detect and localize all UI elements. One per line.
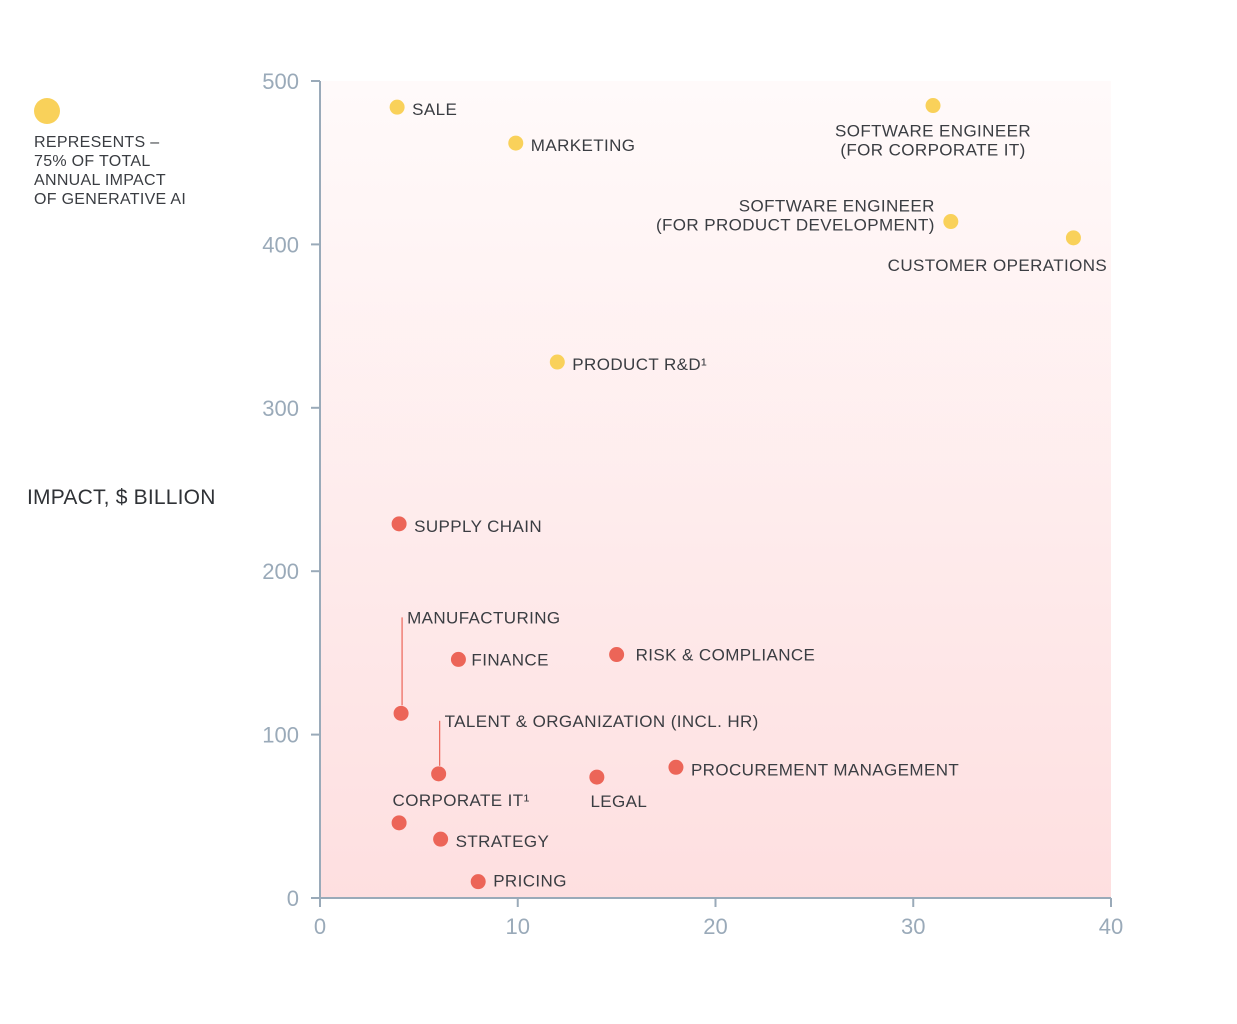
legend-text: REPRESENTS – 75% OF TOTAL ANNUAL IMPACT … (34, 134, 187, 208)
data-point (925, 98, 941, 114)
data-point-label: SOFTWARE ENGINEER (FOR PRODUCT DEVELOPMEN… (656, 197, 935, 235)
data-point (389, 99, 405, 115)
data-point (589, 769, 605, 785)
data-point-label: CORPORATE IT¹ (393, 791, 530, 810)
data-point-label: LEGAL (590, 792, 647, 811)
data-point (393, 705, 409, 721)
data-point (508, 135, 524, 151)
data-point-label: FINANCE (471, 650, 548, 669)
data-point-label: PROCUREMENT MANAGEMENT (691, 760, 959, 779)
y-tick-label: 400 (262, 232, 299, 257)
data-point-label: TALENT & ORGANIZATION (INCL. HR) (445, 712, 759, 731)
data-point (943, 214, 959, 230)
y-tick-label: 100 (262, 723, 299, 748)
data-point (391, 516, 407, 532)
data-point-label: SUPPLY CHAIN (414, 517, 542, 536)
x-tick-label: 0 (314, 914, 326, 939)
data-point-label: PRICING (493, 872, 567, 891)
data-point-label: CUSTOMER OPERATIONS (888, 256, 1108, 275)
y-axis-label: IMPACT, $ BILLION (27, 486, 216, 509)
data-point (431, 766, 447, 782)
x-tick-label: 20 (703, 914, 727, 939)
x-tick-label: 40 (1099, 914, 1123, 939)
data-point (470, 874, 486, 890)
data-point-label: MARKETING (531, 136, 636, 155)
data-point-label: SOFTWARE ENGINEER (FOR CORPORATE IT) (835, 122, 1031, 160)
data-point (450, 651, 466, 667)
y-tick-label: 0 (287, 886, 299, 911)
data-point-label: SALE (412, 100, 457, 119)
data-point-label: PRODUCT R&D¹ (572, 355, 707, 374)
data-point (433, 831, 449, 847)
data-point-label: RISK & COMPLIANCE (636, 646, 816, 665)
data-point (391, 815, 407, 831)
legend-marker (34, 98, 60, 124)
x-tick-label: 30 (901, 914, 925, 939)
data-point-label: STRATEGY (456, 832, 550, 851)
data-point (668, 759, 684, 775)
x-tick-label: 10 (506, 914, 530, 939)
data-point-label: MANUFACTURING (407, 608, 560, 627)
plot-area (320, 81, 1111, 898)
data-point (1065, 230, 1081, 246)
y-tick-label: 300 (262, 396, 299, 421)
data-point (549, 354, 565, 370)
data-point (609, 647, 625, 663)
y-tick-label: 200 (262, 559, 299, 584)
y-tick-label: 500 (262, 69, 299, 94)
